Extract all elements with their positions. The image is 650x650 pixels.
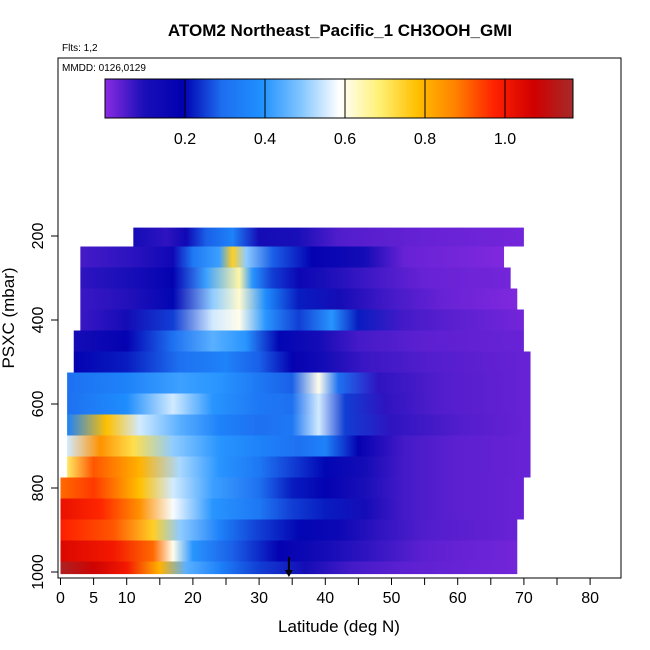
heatmap-row — [67, 435, 531, 457]
x-axis: 0 5 10 20 30 40 50 60 70 80 — [56, 578, 599, 607]
y-axis: 200 400 600 800 1000 — [30, 223, 58, 590]
heatmap-row — [133, 227, 524, 247]
y-tick-label: 600 — [30, 391, 47, 418]
heatmap-row — [60, 540, 518, 562]
heatmap-row — [73, 330, 524, 352]
y-tick-label: 400 — [30, 307, 47, 334]
heatmap-row — [80, 246, 505, 268]
x-tick-label: 5 — [89, 590, 98, 607]
x-axis-label: Latitude (deg N) — [278, 617, 400, 636]
heatmap-row — [80, 309, 524, 331]
heatmap-rows — [60, 227, 531, 575]
heatmap-row — [80, 267, 511, 289]
colorbar-tick-label: 1.0 — [494, 131, 516, 148]
heatmap-row — [60, 477, 524, 499]
colorbar-tick-label: 0.8 — [414, 131, 436, 148]
latitude-marker — [284, 557, 293, 577]
heatmap-row — [67, 414, 531, 436]
marker-arrowhead — [284, 570, 293, 577]
x-tick-label: 10 — [118, 590, 136, 607]
heatmap-row — [67, 372, 531, 394]
y-axis-label: PSXC (mbar) — [0, 267, 18, 368]
heatmap-row — [67, 393, 531, 415]
heatmap-row — [67, 456, 531, 478]
x-tick-label: 60 — [449, 590, 467, 607]
plot-frame — [57, 57, 622, 579]
heatmap-row — [60, 519, 518, 541]
x-tick-label: 70 — [515, 590, 533, 607]
x-tick-label: 30 — [250, 590, 268, 607]
dates-label: MMDD: 0126,0129 — [62, 63, 146, 74]
colorbar: 0.2 0.4 0.6 0.8 1.0 — [104, 78, 574, 148]
colorbar-tick-label: 0.2 — [174, 131, 196, 148]
colorbar-tick-label: 0.4 — [254, 131, 276, 148]
heatmap-row — [73, 351, 531, 373]
x-tick-label: 0 — [56, 590, 65, 607]
heatmap-row — [60, 498, 524, 520]
x-tick-label: 50 — [383, 590, 401, 607]
x-tick-label: 20 — [184, 590, 202, 607]
y-tick-label: 1000 — [30, 554, 47, 590]
y-tick-label: 200 — [30, 223, 47, 250]
colorbar-tick-label: 0.6 — [334, 131, 356, 148]
flights-label: Flts: 1,2 — [62, 43, 98, 54]
x-tick-label: 80 — [581, 590, 599, 607]
x-tick-label: 40 — [316, 590, 334, 607]
heatmap-row — [80, 288, 518, 310]
chart-title: ATOM2 Northeast_Pacific_1 CH3OOH_GMI — [168, 21, 512, 40]
colorbar-gradient — [104, 78, 574, 119]
y-tick-label: 800 — [30, 475, 47, 502]
